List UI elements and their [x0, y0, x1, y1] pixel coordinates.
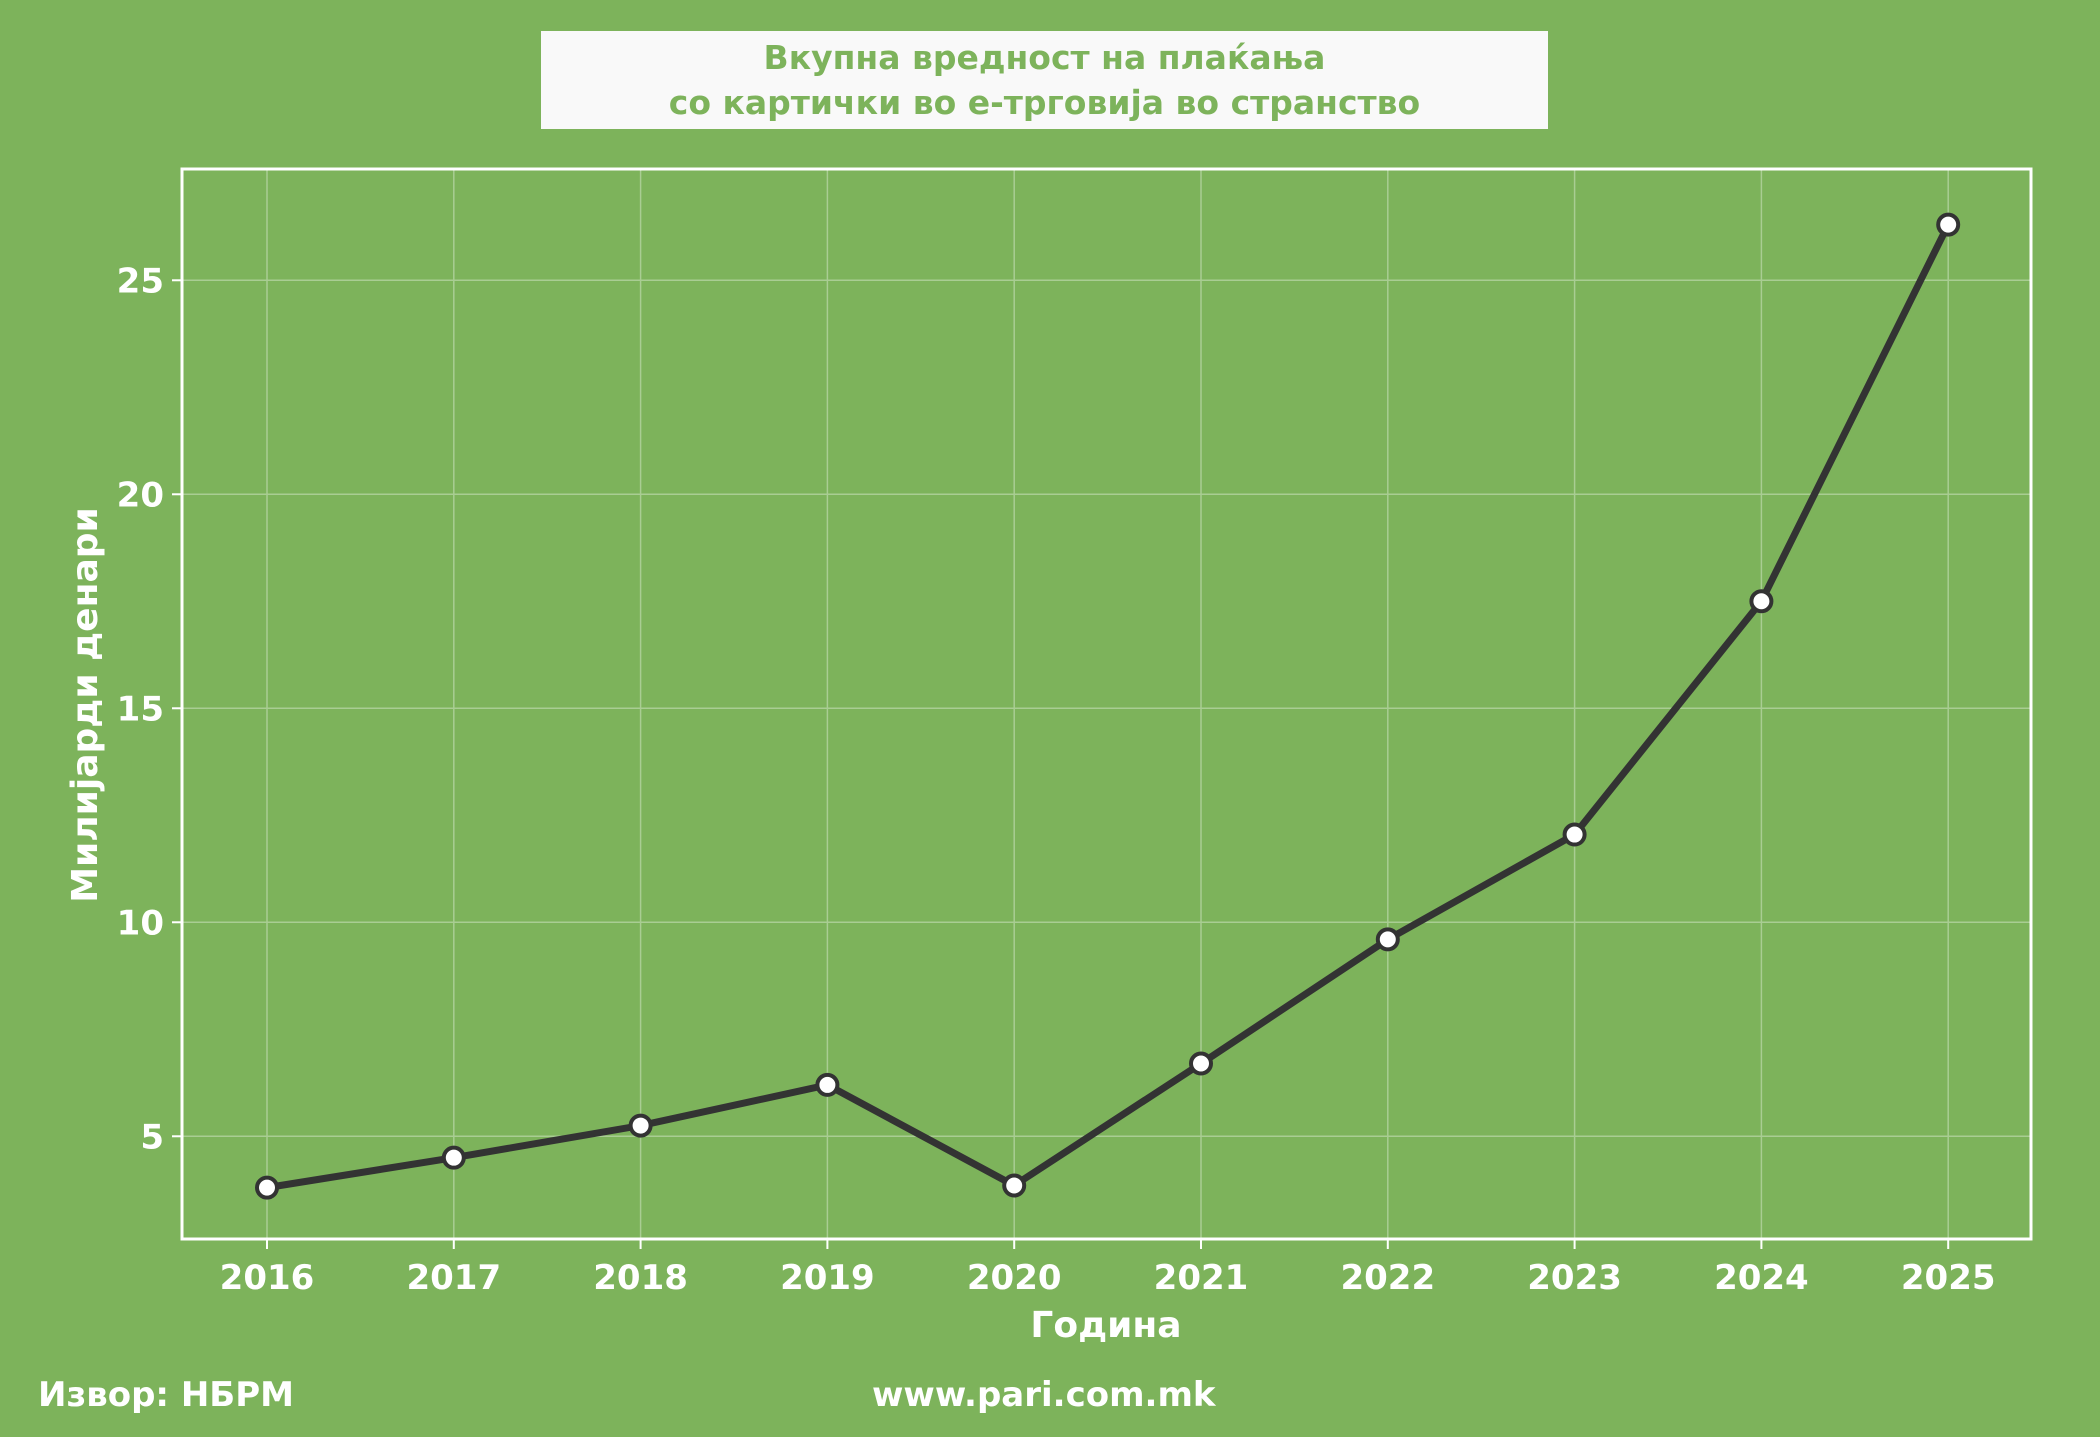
chart-title-line-2: со картички во е-трговија во странство	[668, 83, 1421, 122]
x-tick-label: 2018	[593, 1258, 688, 1298]
x-axis-label: Година	[1030, 1305, 1181, 1346]
x-tick-label: 2019	[780, 1258, 875, 1298]
chart-title-line-1: Вкупна вредност на плаќања	[763, 38, 1326, 77]
data-point	[1562, 822, 1587, 847]
data-point	[441, 1145, 466, 1170]
grid-lines	[182, 169, 2031, 1239]
website-link[interactable]: www.pari.com.mk	[872, 1375, 1216, 1415]
data-series	[255, 212, 1961, 1200]
y-tick-label: 10	[117, 903, 164, 943]
data-point	[1375, 927, 1400, 952]
plot-frame	[180, 167, 2033, 1241]
x-axis-ticks: 2016 2017 2018 2019 2020 2021 2022 2023 2024 2025	[220, 1239, 1996, 1298]
y-tick-label: 20	[117, 475, 164, 515]
x-tick-label: 2020	[967, 1258, 1062, 1298]
data-point	[1936, 212, 1961, 237]
y-tick-label: 25	[117, 261, 164, 301]
data-point	[1002, 1173, 1027, 1198]
y-tick-label: 15	[117, 689, 164, 729]
data-point	[1189, 1051, 1213, 1076]
x-tick-label: 2023	[1527, 1258, 1622, 1298]
x-tick-label: 2025	[1901, 1258, 1996, 1298]
y-tick-label: 5	[140, 1117, 164, 1157]
x-tick-label: 2024	[1714, 1258, 1809, 1298]
chart-title: Вкупна вредност на плаќања со картички в…	[541, 31, 1548, 129]
x-tick-label: 2021	[1154, 1258, 1249, 1298]
x-tick-label: 2017	[406, 1258, 501, 1298]
x-tick-label: 2016	[220, 1258, 315, 1298]
data-point	[815, 1072, 840, 1097]
data-point	[628, 1113, 653, 1138]
y-axis-label: Милијарди денари	[65, 507, 106, 903]
data-point	[255, 1175, 279, 1200]
y-axis-ticks: 5 10 15 20 25	[117, 261, 182, 1157]
source-note: Извор: НБРМ	[38, 1375, 294, 1415]
data-point	[1749, 589, 1774, 614]
x-tick-label: 2022	[1340, 1258, 1435, 1298]
series-line	[263, 221, 1952, 1192]
